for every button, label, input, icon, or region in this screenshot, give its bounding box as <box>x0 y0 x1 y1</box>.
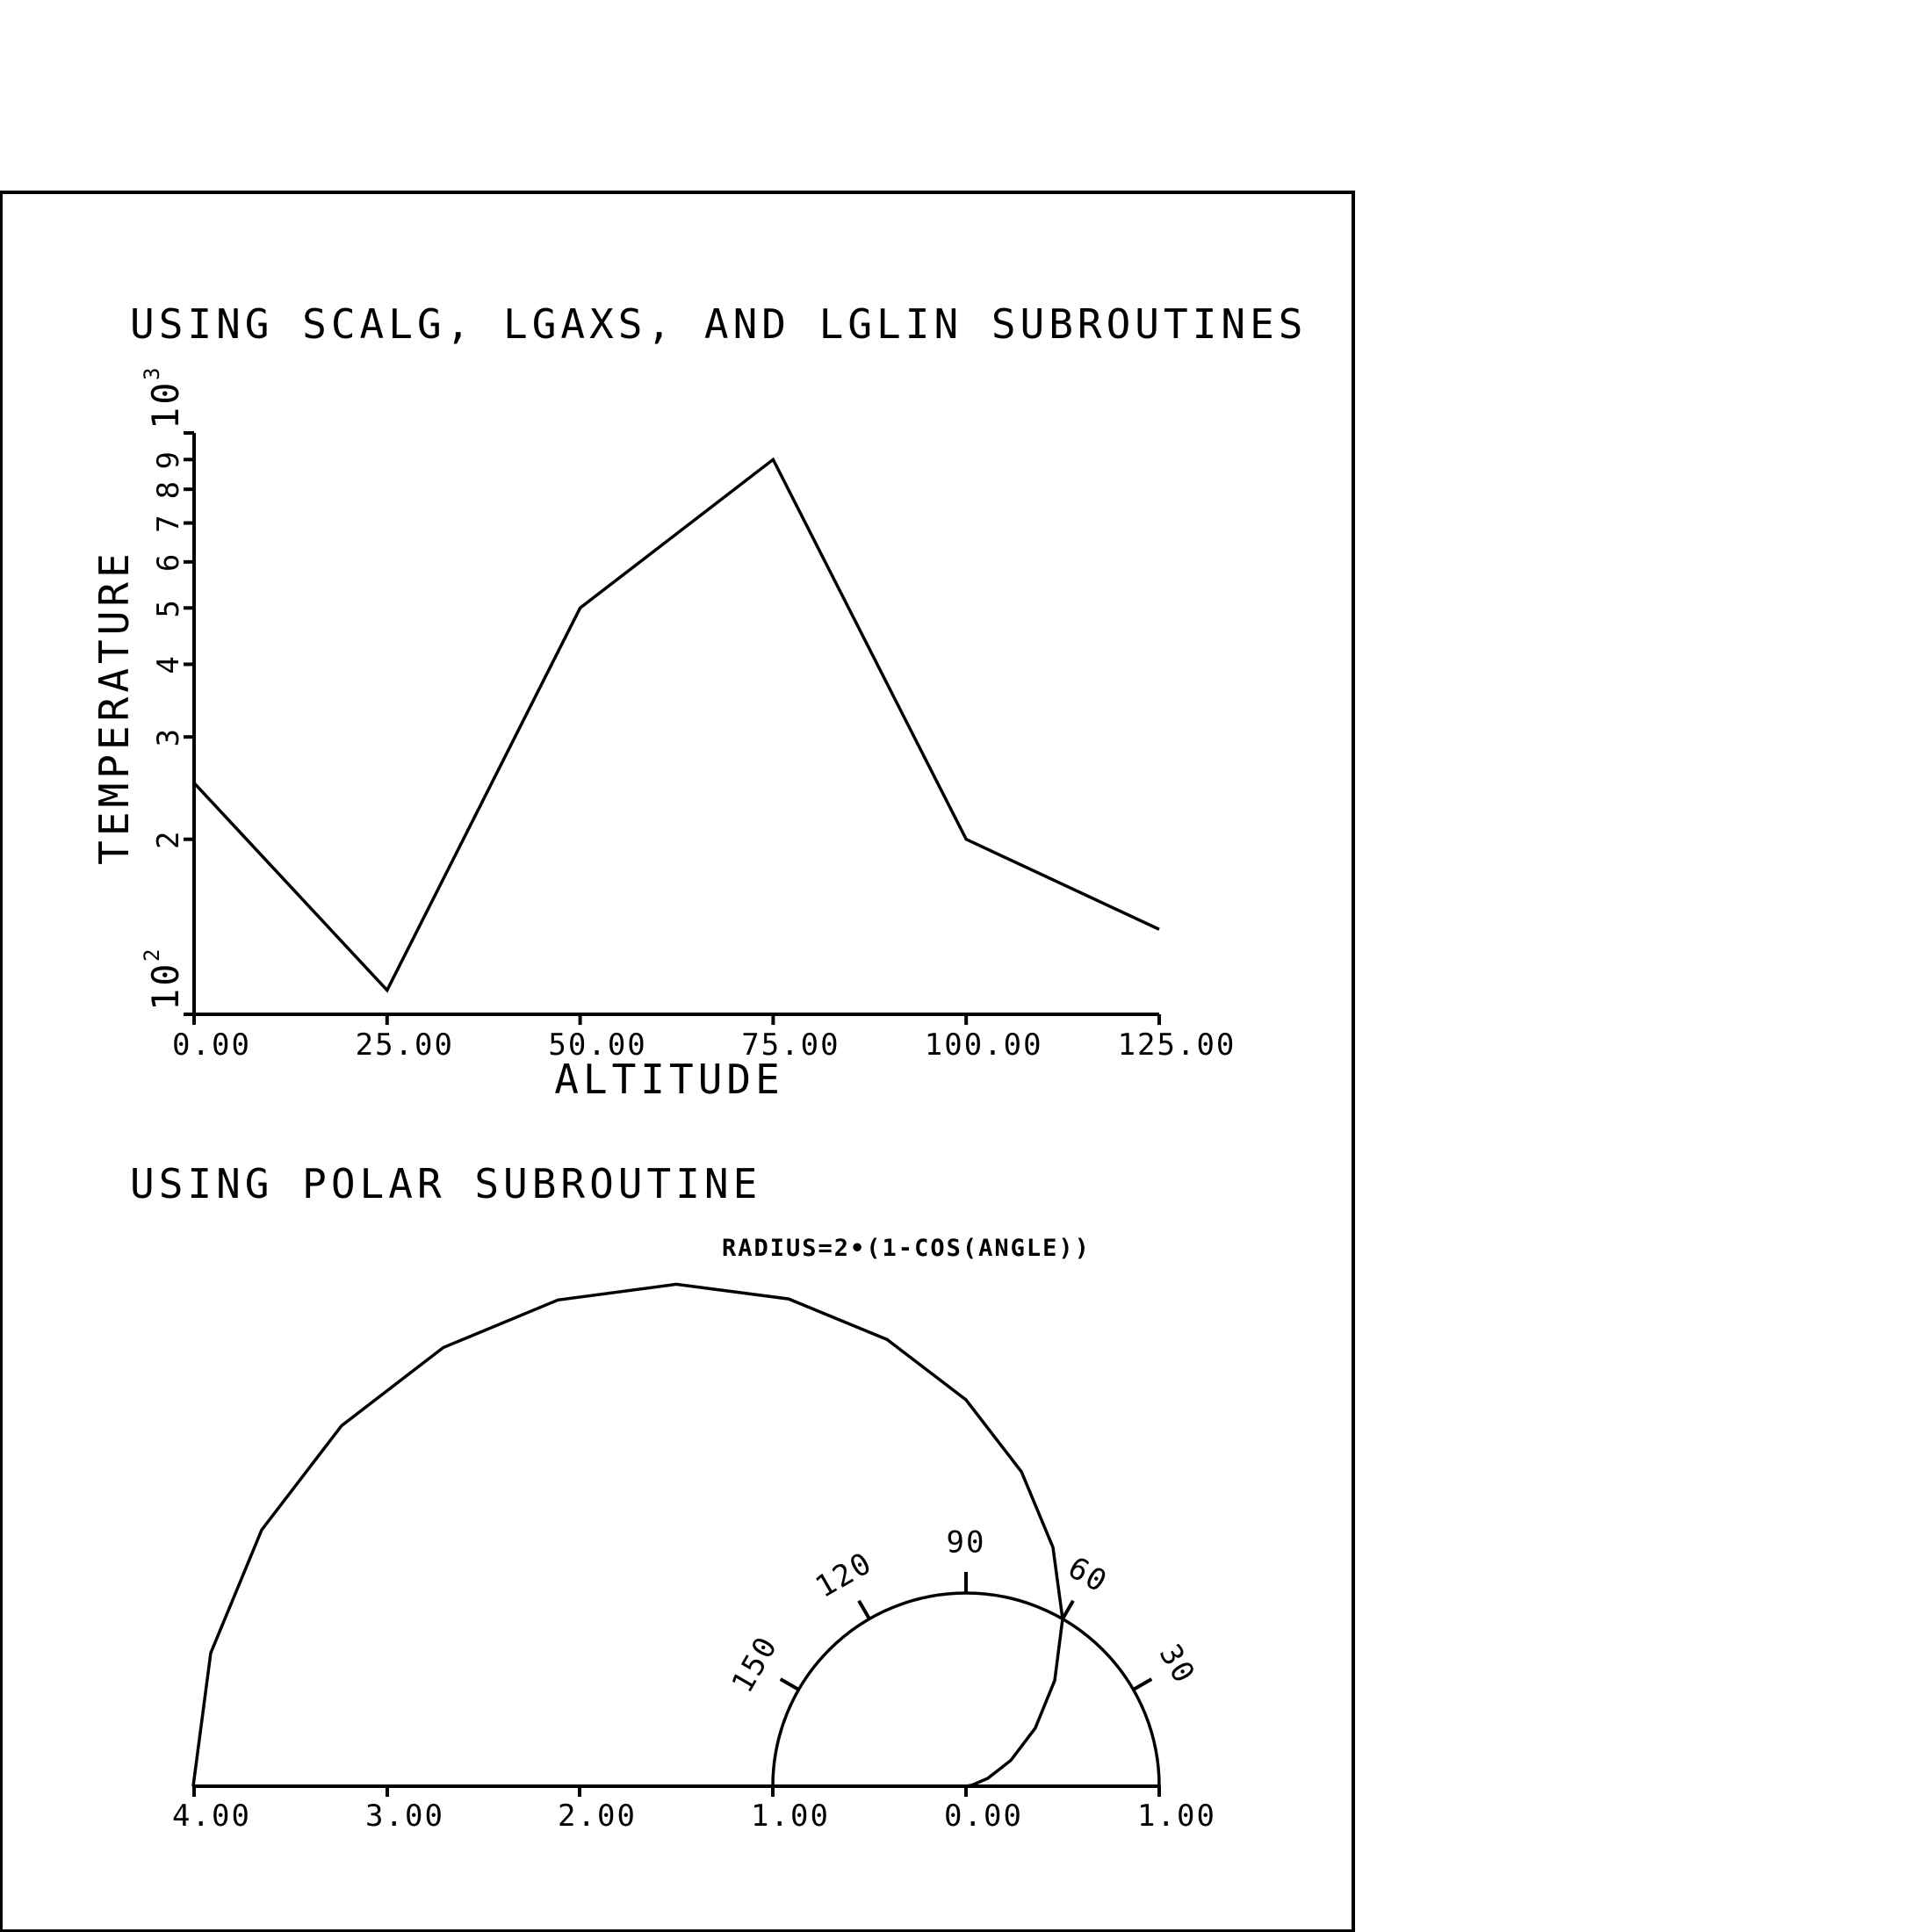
chart2-annotation: RADIUS=2•(1-COS(ANGLE)) <box>722 1235 1091 1262</box>
chart1-y-decade-base: 10 <box>144 961 187 1011</box>
chart2-angle-tick-label: 60 <box>1062 1550 1114 1600</box>
chart1-y-axis-label: TEMPERATURE <box>90 549 138 865</box>
chart1-points <box>193 459 1160 991</box>
chart1-x-tick-label: 25.00 <box>356 1027 454 1063</box>
chart1-y-tick-label: 7 <box>151 513 186 532</box>
chart2-angle-ticks: 30 60 90 120 150 <box>725 1525 1202 1699</box>
chart1-y-tick-label: 9 <box>151 450 186 469</box>
chart2-radius-tick-label: 4.00 <box>172 1799 251 1834</box>
chart1-y-decade-label: 102 <box>140 949 187 1011</box>
chart1-x-tick-label: 0.00 <box>172 1027 251 1063</box>
chart2-radius-tick-label: 3.00 <box>365 1799 444 1834</box>
chart2-radius-tick-label: 0.00 <box>944 1799 1023 1834</box>
chart2-angle-tick-label: 150 <box>725 1630 785 1698</box>
chart2-radius-tick-label: 1.00 <box>751 1799 830 1834</box>
chart2-angle-tick-mark <box>1132 1677 1153 1691</box>
chart1-x-axis-label: ALTITUDE <box>554 1056 784 1103</box>
chart1-y-decade-base: 10 <box>144 379 187 429</box>
polar-chart: USING POLAR SUBROUTINE RADIUS=2•(1-COS(A… <box>130 1160 1216 1834</box>
chart1-y-decade-exponent: 3 <box>140 368 164 380</box>
chart1-y-tick-label: 3 <box>151 727 186 746</box>
chart1-x-tick-label: 75.00 <box>741 1027 840 1063</box>
chart1-x-tick-label: 100.00 <box>925 1027 1043 1063</box>
chart2-radius-tick-label: 1.00 <box>1137 1799 1216 1834</box>
chart1-y-tick-label: 5 <box>151 598 186 617</box>
chart1-y-tick-label: 2 <box>151 829 186 848</box>
chart1-x-ticks: 0.00 25.00 50.00 75.00 100.00 125.00 <box>172 1014 1236 1063</box>
chart2-radius-tick-label: 2.00 <box>558 1799 637 1834</box>
chart2-angle-tick-mark <box>857 1599 871 1620</box>
chart1-y-tick-label: 4 <box>151 654 186 674</box>
chart1-x-tick-label: 50.00 <box>548 1027 646 1063</box>
chart2-radius-ticks: 4.00 3.00 2.00 1.00 0.00 1.00 <box>172 1786 1216 1834</box>
chart1-y-tick-label: 8 <box>151 479 186 499</box>
chart2-angle-tick-label: 30 <box>1152 1639 1202 1690</box>
chart2-reference-circle <box>771 1591 1161 1787</box>
chart1-y-decade-exponent: 2 <box>140 949 164 962</box>
chart1-series-line <box>192 457 1160 993</box>
chart1-title: USING SCALG, LGAXS, AND LGLIN SUBROUTINE… <box>130 300 1307 348</box>
chart2-cardioid-curve <box>191 1282 1064 1788</box>
chart2-title: USING POLAR SUBROUTINE <box>130 1160 761 1208</box>
chart1-y-decade-label: 103 <box>140 368 187 429</box>
chart1-x-tick-label: 125.00 <box>1118 1027 1236 1063</box>
chart2-angle-tick-mark <box>1061 1599 1075 1620</box>
chart1-y-tick-label: 6 <box>151 552 186 572</box>
figure-border <box>0 191 1355 1932</box>
chart2-angle-tick-label: 90 <box>947 1525 986 1561</box>
chart2-angle-tick-label: 120 <box>810 1546 878 1605</box>
chart2-angle-tick-mark <box>779 1677 800 1691</box>
log-line-chart: USING SCALG, LGAXS, AND LGLIN SUBROUTINE… <box>90 300 1307 1103</box>
